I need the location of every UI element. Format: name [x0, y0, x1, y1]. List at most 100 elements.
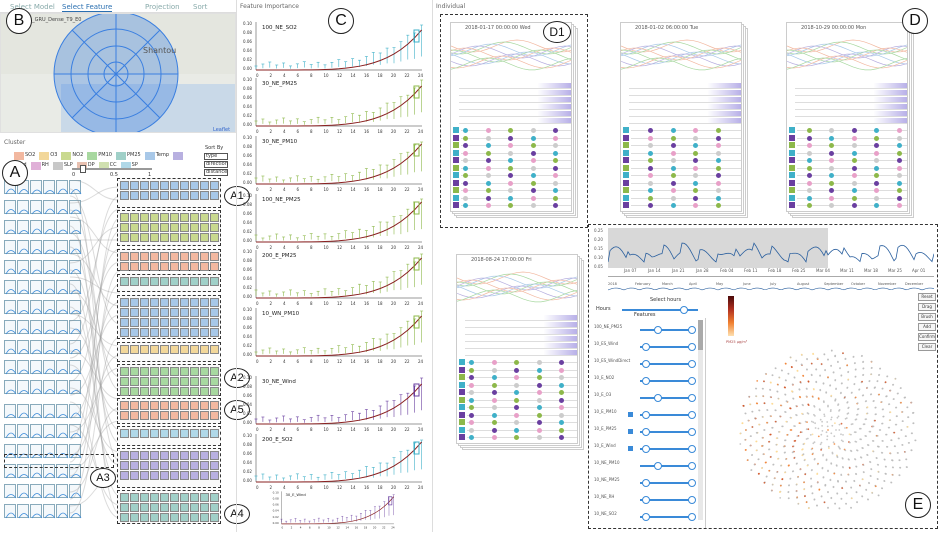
feature-glyph-icon[interactable]: [120, 191, 129, 200]
feature-glyph-icon[interactable]: [190, 308, 199, 317]
feature-glyph-icon[interactable]: [130, 513, 139, 522]
feature-glyph-icon[interactable]: [210, 213, 219, 222]
feature-glyph-icon[interactable]: [130, 223, 139, 232]
cluster-mini[interactable]: [56, 220, 69, 235]
cluster-mini[interactable]: [69, 424, 82, 439]
action-button[interactable]: Add: [918, 323, 936, 331]
feature-glyph-icon[interactable]: [200, 277, 209, 286]
feature-range-slider[interactable]: [640, 462, 696, 470]
cluster-mini[interactable]: [69, 200, 82, 215]
feature-glyph-icon[interactable]: [160, 191, 169, 200]
feature-glyph-icon[interactable]: [130, 411, 139, 420]
feature-glyph-icon[interactable]: [150, 387, 159, 396]
feature-glyph-icon[interactable]: [180, 461, 189, 470]
cluster-mini[interactable]: [30, 504, 43, 519]
feature-glyph-icon[interactable]: [190, 451, 199, 460]
cluster-mini[interactable]: [43, 504, 56, 519]
feature-glyph-icon[interactable]: [170, 377, 179, 386]
feature-glyph-icon[interactable]: [160, 308, 169, 317]
cluster-mini[interactable]: [4, 340, 17, 355]
feature-list[interactable]: 100_NE_PM25 10_ES_Wind 10_ES_WindDirect 10_…: [590, 318, 706, 528]
feature-glyph-icon[interactable]: [200, 461, 209, 470]
hours-slider[interactable]: [622, 306, 698, 314]
feature-glyph-icon[interactable]: [150, 181, 159, 190]
feature-glyph-icon[interactable]: [150, 262, 159, 271]
cluster-mini[interactable]: [43, 360, 56, 375]
cluster-group[interactable]: [117, 178, 221, 208]
tab-select-feature[interactable]: Select Feature: [62, 3, 113, 12]
feature-glyph-icon[interactable]: [170, 277, 179, 286]
cluster-mini[interactable]: [17, 424, 30, 439]
feature-glyph-icon[interactable]: [200, 367, 209, 376]
slider-knob[interactable]: [688, 513, 696, 521]
tab-projection[interactable]: Projection: [145, 3, 180, 11]
feature-glyph-icon[interactable]: [180, 451, 189, 460]
feature-glyph-icon[interactable]: [150, 513, 159, 522]
feature-glyph-icon[interactable]: [130, 318, 139, 327]
timeline-brush[interactable]: [608, 228, 828, 268]
importance-chart[interactable]: 0.10 0.08 0.06 0.04 0.02 0.00 0 2 4 6 8 10 12 14 16 18 2…: [242, 248, 428, 310]
feature-glyph-icon[interactable]: [170, 252, 179, 261]
feature-glyph-icon[interactable]: [200, 493, 209, 502]
feature-glyph-icon[interactable]: [180, 213, 189, 222]
feature-glyph-icon[interactable]: [180, 318, 189, 327]
feature-glyph-icon[interactable]: [120, 429, 129, 438]
feature-glyph-icon[interactable]: [190, 493, 199, 502]
feature-glyph-icon[interactable]: [160, 318, 169, 327]
feature-glyph-icon[interactable]: [210, 367, 219, 376]
feature-glyph-icon[interactable]: [160, 252, 169, 261]
feature-glyph-icon[interactable]: [150, 367, 159, 376]
feature-glyph-icon[interactable]: [120, 471, 129, 480]
feature-glyph-icon[interactable]: [120, 223, 129, 232]
importance-chart[interactable]: 0.10 0.08 0.06 0.04 0.02 0.00 0 2 4 6 8 10 12 14 16 18 2…: [242, 76, 428, 138]
slider-knob[interactable]: [642, 445, 650, 453]
cluster-mini[interactable]: [17, 240, 30, 255]
feature-glyph-icon[interactable]: [120, 277, 129, 286]
feature-glyph-icon[interactable]: [150, 191, 159, 200]
feature-glyph-icon[interactable]: [190, 401, 199, 410]
cluster-mini[interactable]: [4, 200, 17, 215]
cluster-mini[interactable]: [4, 404, 17, 419]
cluster-mini[interactable]: [4, 360, 17, 375]
feature-glyph-icon[interactable]: [170, 213, 179, 222]
feature-glyph-icon[interactable]: [120, 367, 129, 376]
feature-glyph-icon[interactable]: [130, 328, 139, 337]
feature-glyph-icon[interactable]: [210, 277, 219, 286]
feature-glyph-icon[interactable]: [130, 401, 139, 410]
cluster-mini[interactable]: [17, 404, 30, 419]
feature-glyph-icon[interactable]: [170, 503, 179, 512]
feature-glyph-icon[interactable]: [210, 493, 219, 502]
feature-glyph-icon[interactable]: [170, 318, 179, 327]
feature-glyph-icon[interactable]: [140, 429, 149, 438]
feature-glyph-icon[interactable]: [120, 493, 129, 502]
cluster-mini[interactable]: [4, 260, 17, 275]
cluster-mini[interactable]: [17, 220, 30, 235]
feature-glyph-icon[interactable]: [190, 345, 199, 354]
cluster-mini[interactable]: [69, 300, 82, 315]
cluster-mini[interactable]: [30, 280, 43, 295]
feature-checkbox[interactable]: [628, 429, 633, 434]
feature-glyph-icon[interactable]: [120, 308, 129, 317]
feature-glyph-icon[interactable]: [120, 387, 129, 396]
cluster-mini[interactable]: [43, 280, 56, 295]
feature-glyph-icon[interactable]: [160, 345, 169, 354]
feature-glyph-icon[interactable]: [180, 493, 189, 502]
feature-glyph-icon[interactable]: [180, 181, 189, 190]
cluster-group[interactable]: [117, 398, 221, 424]
feature-range-slider[interactable]: [640, 394, 696, 402]
feature-glyph-icon[interactable]: [130, 191, 139, 200]
feature-glyph-icon[interactable]: [140, 318, 149, 327]
feature-glyph-icon[interactable]: [120, 318, 129, 327]
slider-knob[interactable]: [642, 377, 650, 385]
feature-range-slider[interactable]: [640, 343, 696, 351]
feature-glyph-icon[interactable]: [170, 262, 179, 271]
feature-glyph-icon[interactable]: [150, 345, 159, 354]
feature-glyph-icon[interactable]: [150, 493, 159, 502]
cluster-mini[interactable]: [4, 220, 17, 235]
feature-glyph-icon[interactable]: [120, 461, 129, 470]
feature-glyph-icon[interactable]: [170, 387, 179, 396]
feature-glyph-icon[interactable]: [180, 513, 189, 522]
feature-glyph-icon[interactable]: [130, 461, 139, 470]
slider-knob[interactable]: [688, 377, 696, 385]
cluster-mini[interactable]: [43, 484, 56, 499]
